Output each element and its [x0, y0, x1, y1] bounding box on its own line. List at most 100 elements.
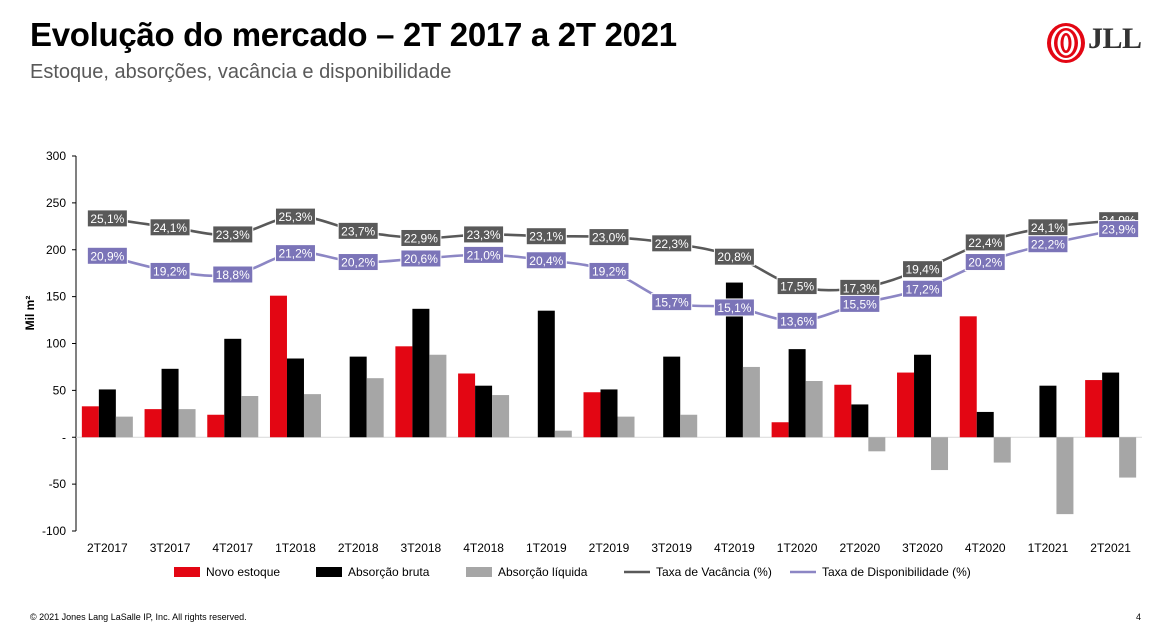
- jll-logo: [1047, 23, 1085, 63]
- bar-absorcao-bruta: [914, 354, 932, 438]
- data-label-disponibilidade: 20,6%: [404, 252, 438, 266]
- bar-novo-estoque: [771, 422, 789, 438]
- bar-novo-estoque: [834, 384, 852, 438]
- x-tick-label: 1T2020: [777, 541, 818, 555]
- y-tick-label: 150: [46, 290, 66, 304]
- data-label-disponibilidade: 19,2%: [153, 264, 187, 278]
- y-tick-label: -100: [42, 524, 66, 538]
- data-label-disponibilidade: 13,6%: [780, 314, 814, 328]
- data-label-disponibilidade: 20,9%: [90, 249, 124, 263]
- data-label-bg-disponibilidade: [463, 245, 505, 264]
- bar-absorcao-bruta: [161, 368, 179, 438]
- data-label-vacancia: 24,1%: [1031, 221, 1065, 235]
- y-tick-label: 50: [53, 383, 67, 397]
- legend-label: Novo estoque: [206, 565, 280, 579]
- data-label-disponibilidade: 22,2%: [1031, 238, 1065, 252]
- data-label-vacancia: 23,3%: [216, 228, 250, 242]
- bar-absorcao-liquida: [617, 416, 635, 438]
- data-label-bg-vacancia: [212, 225, 254, 244]
- bar-absorcao-liquida: [1119, 437, 1137, 478]
- y-tick-label: 200: [46, 243, 66, 257]
- data-label-vacancia: 25,3%: [278, 210, 312, 224]
- bar-absorcao-liquida: [178, 409, 196, 438]
- bar-absorcao-bruta: [851, 404, 869, 438]
- data-label-bg-disponibilidade: [86, 246, 128, 265]
- x-tick-label: 2T2019: [589, 541, 630, 555]
- bar-absorcao-bruta: [663, 356, 681, 438]
- data-label-disponibilidade: 19,2%: [592, 264, 626, 278]
- y-tick-label: 100: [46, 337, 66, 351]
- bar-novo-estoque: [269, 295, 287, 438]
- data-label-bg-vacancia: [713, 247, 755, 266]
- data-label-disponibilidade: 20,2%: [968, 256, 1002, 270]
- bar-absorcao-liquida: [868, 437, 886, 452]
- data-label-bg-disponibilidade: [400, 249, 442, 268]
- data-label-vacancia: 22,3%: [655, 237, 689, 251]
- data-label-disponibilidade: 20,4%: [529, 254, 563, 268]
- data-label-bg-vacancia: [463, 225, 505, 244]
- data-label-disponibilidade: 18,8%: [216, 268, 250, 282]
- bar-novo-estoque: [144, 409, 162, 438]
- bar-absorcao-liquida: [492, 395, 510, 438]
- bar-absorcao-bruta: [537, 310, 555, 438]
- data-label-vacancia: 19,4%: [906, 263, 940, 277]
- x-tick-label: 1T2021: [1028, 541, 1069, 555]
- bar-absorcao-liquida: [680, 414, 698, 438]
- legend-swatch: [174, 567, 200, 577]
- legend-label: Absorção bruta: [348, 565, 430, 579]
- bar-absorcao-liquida: [366, 378, 384, 438]
- x-tick-label: 3T2017: [150, 541, 191, 555]
- data-label-bg-vacancia: [86, 209, 128, 228]
- data-label-bg-disponibilidade: [964, 253, 1006, 272]
- data-label-bg-vacancia: [525, 227, 567, 246]
- legend-swatch: [316, 567, 342, 577]
- bar-absorcao-liquida: [993, 437, 1011, 463]
- bar-absorcao-liquida: [115, 416, 133, 438]
- x-tick-label: 3T2018: [401, 541, 442, 555]
- data-label-disponibilidade: 15,1%: [717, 301, 751, 315]
- data-label-disponibilidade: 21,0%: [467, 248, 501, 262]
- bar-absorcao-bruta: [412, 308, 430, 438]
- data-label-bg-disponibilidade: [776, 311, 818, 330]
- data-label-disponibilidade: 15,5%: [843, 297, 877, 311]
- data-label-bg-disponibilidade: [1027, 235, 1069, 254]
- data-label-vacancia: 23,3%: [467, 228, 501, 242]
- bar-absorcao-bruta: [600, 389, 618, 438]
- market-evolution-chart: 300 250 200 150 100 50 - -50 -100 25,1% 24,1% 23,3…: [23, 149, 1142, 579]
- data-label-disponibilidade: 17,2%: [906, 282, 940, 296]
- data-label-vacancia: 22,9%: [404, 231, 438, 245]
- bar-novo-estoque: [207, 414, 225, 438]
- bar-absorcao-bruta: [349, 356, 367, 438]
- data-label-bg-disponibilidade: [588, 261, 630, 280]
- y-tick-label: -: [62, 430, 66, 444]
- jll-logo-text: JLL: [1088, 22, 1142, 55]
- data-label-bg-disponibilidade: [274, 244, 316, 263]
- page-subtitle: Estoque, absorções, vacância e disponibi…: [30, 61, 452, 83]
- bar-absorcao-liquida: [554, 430, 572, 438]
- page-title: Evolução do mercado – 2T 2017 a 2T 2021: [30, 16, 677, 53]
- data-label-bg-disponibilidade: [713, 298, 755, 317]
- data-label-bg-disponibilidade: [651, 293, 693, 312]
- data-label-vacancia: 23,1%: [529, 230, 563, 244]
- y-axis-title: Mil m²: [23, 296, 37, 331]
- chart-legend: Novo estoque Absorção bruta Absorção líqui…: [174, 565, 971, 579]
- data-label-bg-disponibilidade: [212, 265, 254, 284]
- data-label-bg-disponibilidade: [902, 279, 944, 298]
- bar-novo-estoque: [897, 372, 915, 438]
- data-label-disponibilidade: 23,9%: [1102, 223, 1136, 237]
- data-label-bg-disponibilidade: [149, 261, 191, 280]
- x-tick-label: 2T2021: [1090, 541, 1131, 555]
- x-axis-labels: 2T2017 3T2017 4T2017 1T2018 2T2018 3T2018 4T20…: [87, 541, 1131, 555]
- y-axis: 300 250 200 150 100 50 - -50 -100: [42, 149, 1142, 538]
- bar-series-group: [81, 282, 1137, 515]
- data-label-bg-vacancia: [776, 277, 818, 296]
- jll-logo-mark: [1047, 23, 1085, 63]
- legend-swatch: [466, 567, 492, 577]
- x-tick-label: 4T2019: [714, 541, 755, 555]
- copyright-notice: © 2021 Jones Lang LaSalle IP, Inc. All r…: [30, 612, 247, 622]
- y-tick-label: -50: [49, 477, 67, 491]
- data-label-vacancia: 20,8%: [717, 250, 751, 264]
- legend-label: Taxa de Disponibilidade (%): [822, 565, 971, 579]
- data-label-bg-vacancia: [964, 233, 1006, 252]
- data-label-bg-vacancia: [149, 218, 191, 237]
